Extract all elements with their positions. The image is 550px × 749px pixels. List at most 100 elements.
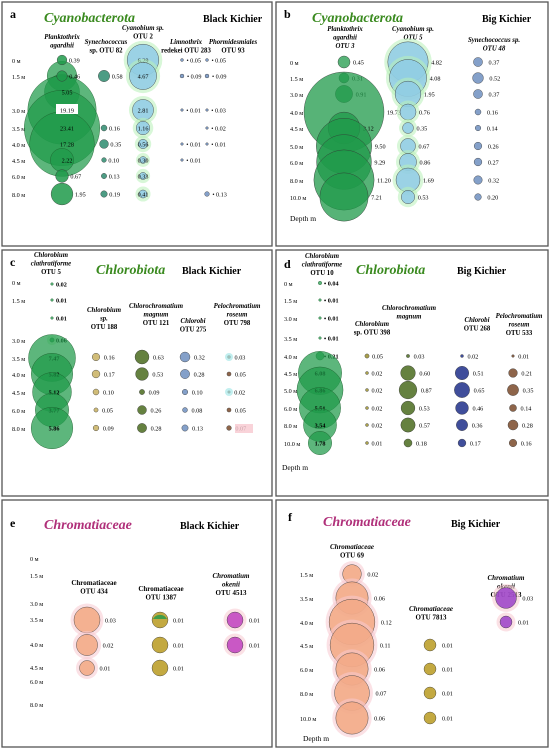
bubble — [364, 353, 370, 359]
bubble — [100, 190, 108, 198]
bubble — [365, 371, 369, 375]
bubble — [507, 419, 519, 431]
bubble — [423, 638, 437, 652]
bubble-value: • 0.01 — [324, 315, 339, 322]
depth-label: 1.5 м — [12, 74, 25, 81]
bubble-value: 0.01 — [442, 715, 453, 722]
bubble-value: 0.33 — [138, 173, 149, 180]
bubble — [337, 55, 351, 69]
bubble-value: 0.01 — [372, 440, 383, 447]
bubble — [179, 73, 185, 79]
bubble-value: 0.46 — [472, 405, 483, 412]
bubble — [474, 193, 482, 201]
series-name: Chlorobium — [355, 321, 389, 328]
bubble-value: 0.37 — [489, 91, 500, 98]
bubble — [455, 366, 469, 380]
panel-subtitle: Big Kichier — [482, 14, 532, 25]
bubble-value: 0.16 — [109, 125, 120, 132]
bubble — [399, 103, 417, 121]
bubble-value: 0.01 — [518, 353, 529, 360]
bubble — [180, 158, 184, 162]
bubble-value: 0.03 — [522, 595, 533, 602]
bubble — [135, 367, 149, 381]
depth-label: 8.0 м — [290, 178, 303, 185]
bubble-value: 5.12 — [49, 389, 60, 396]
series-name: Synechococcus sp. — [468, 37, 520, 44]
bubble-value: 0.16 — [487, 109, 498, 116]
depth-label: 4.5 м — [290, 126, 303, 133]
bubble — [423, 686, 437, 700]
series-name: Chlorochromatium — [382, 305, 436, 312]
bubble-value: 5.86 — [49, 425, 60, 432]
bubble-value: 0.03 — [105, 617, 116, 624]
series-name: OTU 93 — [221, 48, 245, 55]
bubble — [50, 298, 54, 302]
bubble-value: 0.14 — [521, 405, 532, 412]
panel-letter-f: f — [288, 510, 293, 524]
bubble-value: 0.01 — [100, 665, 111, 672]
series-name: OTU 434 — [80, 588, 108, 596]
bubble-value: 0.28 — [522, 422, 533, 429]
bubble-value: 0.06 — [374, 666, 385, 673]
bubble — [50, 182, 74, 206]
bubble — [511, 354, 515, 358]
bubble — [139, 172, 147, 180]
bubble-value: 0.60 — [419, 370, 430, 377]
series-name: Cyanobium sp. — [122, 25, 164, 32]
bubble-value: 0.11 — [380, 642, 391, 649]
bubble-value: 0.67 — [70, 173, 81, 180]
depth-label: 3.0 м — [284, 316, 297, 323]
bubble-value: 0.46 — [69, 73, 80, 80]
series-name: OTU 5 — [41, 269, 61, 276]
depth-label: 4.0 м — [284, 354, 297, 361]
bubble — [101, 173, 107, 179]
bubble-value: 0.03 — [235, 354, 246, 361]
bubble-value: 0.01 — [442, 690, 453, 697]
bubble-value: 0.02 — [56, 281, 67, 288]
bubble — [182, 407, 188, 413]
depth-label: 10.0 м — [300, 716, 316, 723]
depth-label: 4.0 м — [30, 642, 43, 649]
bubble-accent — [153, 614, 167, 619]
depth-label: 5.0 м — [284, 388, 297, 395]
bubble — [92, 424, 100, 432]
bubble-value: 0.12 — [381, 619, 392, 626]
bubble-value: 0.26 — [150, 407, 161, 414]
bubble — [50, 316, 54, 320]
bubble-value: • 0.02 — [211, 125, 226, 132]
bubble-value: • 0.01 — [324, 297, 339, 304]
panel-subtitle: Black Kichier — [203, 14, 263, 25]
panel-title: Chlorobiota — [356, 263, 425, 278]
bubble — [226, 425, 232, 431]
depth-label: 4.5 м — [300, 643, 313, 650]
bubble-value: 0.02 — [468, 353, 479, 360]
bubble — [98, 70, 110, 82]
bubble — [137, 405, 147, 415]
bubble-value: 9.29 — [374, 159, 385, 166]
depth-label: 8.0 м — [300, 691, 313, 698]
series-name: OTU 121 — [143, 320, 170, 327]
bubble-value: 0.01 — [518, 619, 529, 626]
series-name: OTU 533 — [506, 330, 533, 337]
panel-title: Chromatiaceae — [323, 515, 411, 530]
bubble-value: 0.06 — [374, 595, 385, 602]
panel-subtitle: Black Kichier — [182, 266, 242, 277]
bubble-value: 2.81 — [138, 107, 149, 114]
y-axis-title: Depth m — [303, 734, 329, 743]
bubble — [509, 404, 517, 412]
bubble-value: 0.14 — [487, 125, 498, 132]
bubble-value: • 0.09 — [187, 73, 202, 80]
bubble — [319, 172, 369, 222]
bubble — [226, 611, 244, 629]
series-name: Chlorobium — [305, 253, 339, 260]
bubble-value: • 0.01 — [186, 141, 201, 148]
series-name: OTU 2 — [133, 34, 153, 41]
series-name: OTU 69 — [340, 552, 364, 560]
bubble — [182, 389, 188, 395]
bubble-value: 0.01 — [173, 617, 184, 624]
y-axis-title: Depth m — [282, 463, 308, 472]
bubble — [92, 388, 100, 396]
bubble-value: 0.02 — [372, 387, 383, 394]
bubble-halo — [225, 388, 233, 396]
bubble — [473, 57, 483, 67]
